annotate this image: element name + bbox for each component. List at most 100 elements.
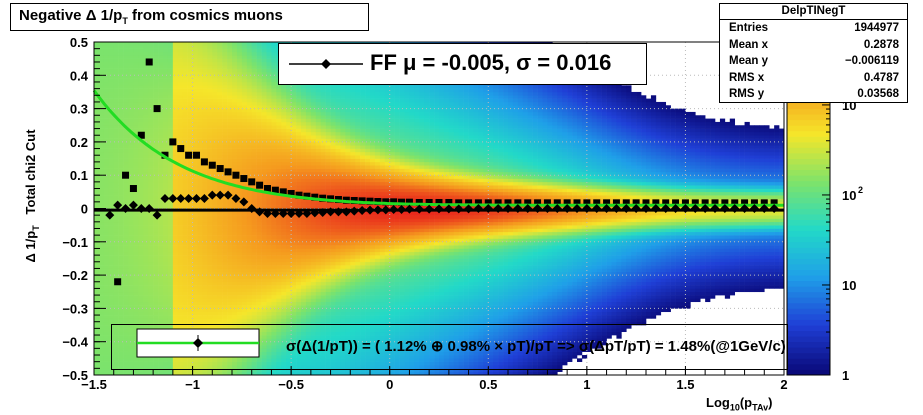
- heatmap-cell: [276, 151, 282, 156]
- heatmap-cell: [291, 285, 297, 289]
- heatmap-cell: [217, 98, 223, 103]
- heatmap-cell: [310, 285, 317, 289]
- heatmap-cell: [315, 365, 322, 369]
- heatmap-cell: [320, 131, 326, 136]
- heatmap-cell: [241, 368, 248, 372]
- heatmap-cell: [320, 238, 326, 243]
- heatmap-cell: [296, 228, 302, 233]
- heatmap-cell: [212, 278, 218, 283]
- heatmap-cell: [202, 42, 208, 46]
- heatmap-cell: [251, 298, 257, 303]
- heatmap-cell: [148, 265, 154, 269]
- heatmap-cell: [167, 258, 174, 263]
- heatmap-cell: [187, 301, 193, 306]
- heatmap-cell: [232, 101, 238, 106]
- heatmap-cell: [148, 175, 154, 179]
- heatmap-cell: [158, 361, 164, 366]
- heatmap-cell: [158, 271, 164, 276]
- heatmap-cell: [138, 125, 144, 129]
- heatmap-cell: [118, 78, 124, 83]
- heatmap-cell: [305, 245, 312, 249]
- heatmap-cell: [227, 321, 233, 326]
- heatmap-cell: [148, 218, 154, 223]
- heatmap-cell: [123, 301, 129, 306]
- heatmap-cell: [241, 168, 248, 173]
- heatmap-cell: [266, 321, 272, 326]
- heatmap-cell: [222, 281, 228, 286]
- heatmap-cell: [108, 285, 115, 289]
- heatmap-cell: [182, 258, 188, 263]
- heatmap-cell: [217, 211, 223, 216]
- heatmap-cell: [143, 91, 149, 96]
- heatmap-cell: [310, 298, 317, 303]
- heatmap-cell: [187, 91, 193, 96]
- heatmap-cell: [212, 88, 218, 93]
- heatmap-cell: [330, 278, 336, 283]
- heatmap-cell: [236, 308, 243, 313]
- heatmap-cell: [315, 148, 322, 153]
- heatmap-cell: [301, 185, 307, 189]
- heatmap-cell: [207, 258, 213, 263]
- heatmap-cell: [98, 228, 105, 233]
- heatmap-cell: [320, 118, 326, 123]
- heatmap-cell: [118, 138, 124, 143]
- heatmap-cell: [232, 65, 238, 69]
- heatmap-cell: [330, 311, 336, 316]
- heatmap-cell: [197, 188, 203, 193]
- heatmap-cell: [113, 118, 119, 123]
- heatmap-cell: [236, 221, 243, 226]
- heatmap-cell: [305, 135, 312, 139]
- heatmap-cell: [256, 128, 262, 133]
- heatmap-cell: [305, 168, 312, 173]
- heatmap-cell: [187, 218, 193, 223]
- heatmap-cell: [153, 308, 159, 313]
- heatmap-cell: [222, 175, 228, 179]
- heatmap-cell: [301, 218, 307, 223]
- heatmap-cell: [325, 228, 331, 233]
- heatmap-cell: [310, 315, 317, 319]
- heatmap-cell: [148, 191, 154, 196]
- heatmap-cell: [305, 238, 312, 243]
- heatmap-cell: [133, 228, 139, 233]
- heatmap-cell: [325, 225, 331, 229]
- heatmap-cell: [108, 71, 115, 76]
- heatmap-cell: [207, 235, 213, 239]
- heatmap-cell: [133, 215, 139, 219]
- heatmap-cell: [286, 258, 292, 263]
- heatmap-cell: [286, 88, 292, 93]
- heatmap-cell: [133, 75, 139, 79]
- heatmap-cell: [320, 101, 326, 106]
- heatmap-cell: [236, 181, 243, 186]
- heatmap-cell: [163, 235, 169, 239]
- heatmap-cell: [271, 175, 277, 179]
- heatmap-cell: [232, 275, 238, 279]
- heatmap-cell: [172, 321, 179, 326]
- heatmap-cell: [246, 115, 253, 119]
- heatmap-cell: [98, 365, 105, 369]
- heatmap-cell: [217, 51, 223, 56]
- heatmap-cell: [197, 248, 203, 253]
- heatmap-cell: [113, 238, 119, 243]
- heatmap-cell: [236, 168, 243, 173]
- heatmap-cell: [177, 65, 184, 69]
- heatmap-cell: [163, 268, 169, 273]
- heatmap-cell: [103, 61, 110, 66]
- heatmap-cell: [202, 245, 208, 249]
- heatmap-cell: [301, 361, 307, 366]
- heatmap-cell: [113, 298, 119, 303]
- heatmap-cell: [291, 145, 297, 149]
- heatmap-cell: [158, 295, 164, 299]
- heatmap-cell: [251, 145, 257, 149]
- heatmap-cell: [281, 335, 287, 339]
- heatmap-cell: [108, 298, 115, 303]
- heatmap-cell: [330, 235, 336, 239]
- heatmap-cell: [291, 325, 297, 329]
- heatmap-cell: [103, 131, 110, 136]
- heatmap-cell: [281, 265, 287, 269]
- heatmap-cell: [241, 205, 248, 209]
- heatmap-cell: [143, 235, 149, 239]
- heatmap-cell: [291, 148, 297, 153]
- heatmap-cell: [325, 268, 331, 273]
- heatmap-cell: [167, 85, 174, 89]
- heatmap-cell: [182, 171, 188, 176]
